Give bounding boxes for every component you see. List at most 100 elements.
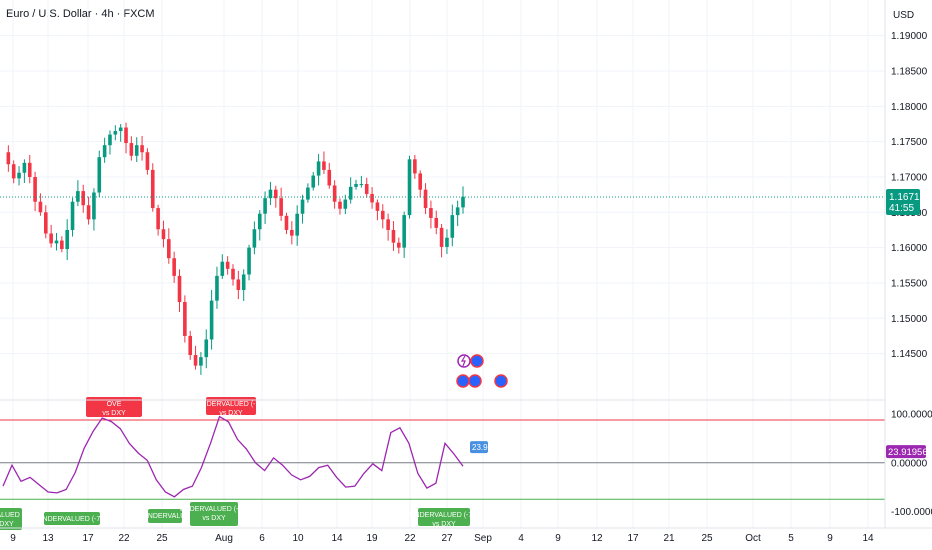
signal-label: UNDERVALUI [143,509,187,523]
candle-body [183,302,187,336]
signal-label-text: UNDERVALUED (-75) [410,512,479,519]
candle-body [22,162,27,173]
candles [0,122,885,375]
candle-body [27,162,32,177]
signal-label: OVE vs DXY [86,397,142,417]
candle-body [118,127,123,132]
candle-body [327,169,332,186]
candle-body [241,274,246,291]
price-tick-label: 1.18500 [891,66,928,77]
candle-body [386,219,390,230]
candle-body [172,258,176,276]
signal-label-text: UNDERVALUED (-75) [180,506,249,513]
candle-body [461,196,465,208]
candle-body [445,237,449,247]
event-markers[interactable] [456,354,508,388]
osc-mark-badge [470,441,488,454]
candle-body [204,339,209,358]
signal-label: UNDERVALUED (-75) vs DXY [180,502,249,526]
x-tick-label: 13 [42,533,54,544]
candle-body [306,187,310,200]
candle-body [215,275,219,301]
event-icon-flag-eu [470,354,484,368]
x-tick-label: 25 [156,533,168,544]
signal-label: UNDERVALUED (-75) [38,512,106,525]
x-tick-label: 25 [701,533,713,544]
candle-body [220,261,225,276]
candle-body [423,189,428,209]
candle-body [156,208,160,230]
candle-body [209,300,214,340]
x-tick-label: 4 [518,533,524,544]
x-tick-label: 6 [259,533,265,544]
last-price-badge [886,188,920,215]
signal-label-bg [206,397,256,415]
event-icon-flag-eu-2 [468,374,482,388]
signal-label-bg [190,502,238,526]
candle-body [375,202,380,211]
x-tick-label: 10 [292,533,304,544]
candle-body [247,247,251,275]
candle-body [402,215,406,248]
candle-body [311,175,316,188]
candle-body [167,239,171,259]
candle-body [11,164,16,179]
oscillator-line [2,415,464,498]
candle-body [113,131,118,135]
candle-body [70,201,75,230]
x-tick-label: 19 [366,533,378,544]
candle-body [81,191,86,206]
candle-body [284,215,289,230]
candle-body [391,229,396,243]
signal-label-text: vs DXY [219,410,243,417]
price-tick-label: 1.19000 [891,31,928,42]
candle-body [225,261,230,269]
candle-body [434,217,439,228]
price-tick-label: 1.17500 [891,137,928,148]
osc-last-value: 23.91956 [888,447,928,458]
osc-tick-label: 100.00000 [891,410,932,421]
candle-body [252,229,257,248]
x-tick-label: 5 [788,533,794,544]
x-tick-label: 9 [555,533,561,544]
candle-body [140,145,144,153]
candle-body [370,193,374,203]
candle-body [455,207,460,216]
signal-label-bg [0,508,22,530]
last-price-value: 1.16717 [889,192,926,203]
candle-body [450,215,455,238]
x-tick-label: 14 [331,533,343,544]
signal-label-bg [148,509,182,523]
candle-body [49,233,53,244]
candle-body [231,268,235,280]
candle-body [108,134,112,146]
candle-body [268,189,273,199]
candle-body [273,189,278,199]
x-tick-label: 21 [663,533,675,544]
candle-body [193,355,198,366]
signal-label-text: UNDERVALUED (-75) [0,512,36,519]
candle-body [263,198,267,214]
candle-body [348,186,353,200]
x-tick-label: 22 [118,533,130,544]
signal-label-bg [44,512,100,525]
candle-body [86,205,91,220]
signal-label: UNDERVALUED (-75) vs DXY [197,397,265,417]
candle-body [364,184,369,194]
candle-body [338,201,342,209]
event-icon-lightning [457,354,471,368]
candle-body [102,145,107,158]
currency-label[interactable]: USD [893,10,915,21]
candle-body [129,143,134,156]
x-tick-label: 17 [82,533,94,544]
x-tick-label: 27 [441,533,453,544]
candle-body [418,173,423,190]
countdown-value: 41:55 [889,203,914,214]
candle-body [60,240,64,250]
signal-label: UNDERVALUED (-75) vs DXY [0,508,36,530]
price-tick-label: 1.17000 [891,172,928,183]
osc-last-badge [886,445,926,459]
x-tick-label: Oct [745,533,761,544]
